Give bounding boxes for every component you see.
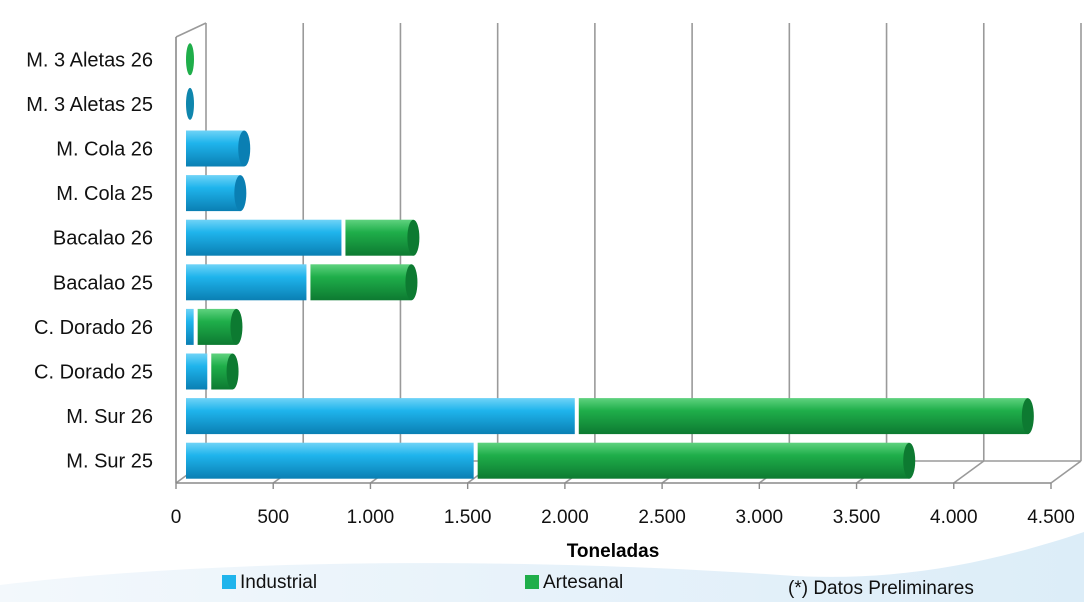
bar-segment-industrial: [186, 308, 194, 345]
x-tick-label: 1.000: [347, 507, 395, 528]
bar-end-cap: [405, 264, 418, 301]
y-category-label: Bacalao 25: [53, 272, 153, 294]
floor-line: [1050, 460, 1082, 484]
bar-segment-industrial: [186, 175, 241, 212]
x-tick-label: 3.000: [736, 507, 784, 528]
bar-segment-industrial: [186, 264, 307, 301]
y-category-label: M. Cola 25: [56, 183, 153, 205]
bars: [186, 43, 1034, 479]
bar-group: [186, 398, 1034, 435]
bar-segment-artesanal: [211, 353, 233, 390]
legend-swatch-industrial: [222, 575, 236, 589]
bar-end-cap: [903, 442, 916, 479]
bar-group: [186, 175, 247, 212]
bar-end-cap: [407, 219, 420, 256]
floor-line: [953, 460, 985, 484]
bar-end-cap: [238, 130, 251, 167]
bar-group: [186, 353, 239, 390]
bar-group: [186, 130, 251, 167]
bar-group: [186, 219, 420, 256]
x-tick-label: 4.000: [930, 507, 978, 528]
bar-group: [186, 264, 418, 301]
y-category-label: M. Sur 26: [66, 406, 153, 428]
bar-group: [186, 87, 194, 120]
x-tick-label: 500: [257, 507, 289, 528]
bar-segment-industrial: [186, 219, 342, 256]
bar-zero-marker: [186, 43, 194, 76]
bar-segment-artesanal: [310, 264, 412, 301]
bar-segment-artesanal: [578, 398, 1028, 435]
side-wall-top: [175, 22, 207, 38]
background-swoosh: [0, 532, 1084, 602]
bar-segment-industrial: [186, 353, 208, 390]
y-category-label: M. Sur 25: [66, 451, 153, 473]
bar-end-cap: [230, 308, 243, 345]
bar-segment-industrial: [186, 130, 245, 167]
bar-end-cap: [234, 175, 247, 212]
legend: Industrial Artesanal: [222, 572, 623, 593]
y-category-label: C. Dorado 26: [34, 317, 153, 339]
x-tick-label: 3.500: [833, 507, 881, 528]
axes: 0 500 1.000 1.500 2.000 2.500 3.000 3.500 4.000 4…: [26, 37, 1075, 528]
bar-segment-industrial: [186, 442, 474, 479]
bar-end-cap: [226, 353, 239, 390]
y-category-label: C. Dorado 25: [34, 362, 153, 384]
bar-group: [186, 308, 243, 345]
bar-group: [186, 442, 916, 479]
legend-label-industrial: Industrial: [240, 572, 317, 593]
y-category-label: M. 3 Aletas 26: [26, 49, 153, 71]
y-category-label: M. 3 Aletas 25: [26, 94, 153, 116]
y-category-label: M. Cola 26: [56, 139, 153, 161]
x-tick-label: 0: [171, 507, 182, 528]
legend-swatch-artesanal: [525, 575, 539, 589]
x-tick-label: 1.500: [444, 507, 492, 528]
x-axis-title: Toneladas: [567, 541, 660, 562]
x-tick-label: 2.500: [638, 507, 686, 528]
legend-label-artesanal: Artesanal: [543, 572, 623, 593]
bar-segment-artesanal: [345, 219, 414, 256]
bar-end-cap: [1021, 398, 1034, 435]
x-tick-label: 4.500: [1027, 507, 1075, 528]
bar-group: [186, 43, 194, 76]
bar-zero-marker: [186, 87, 194, 120]
preliminary-note: (*) Datos Preliminares: [788, 578, 974, 599]
y-category-label: Bacalao 26: [53, 228, 153, 250]
bar-segment-artesanal: [477, 442, 910, 479]
bar-segment-artesanal: [197, 308, 237, 345]
x-tick-label: 2.000: [541, 507, 589, 528]
bar-segment-industrial: [186, 398, 575, 435]
